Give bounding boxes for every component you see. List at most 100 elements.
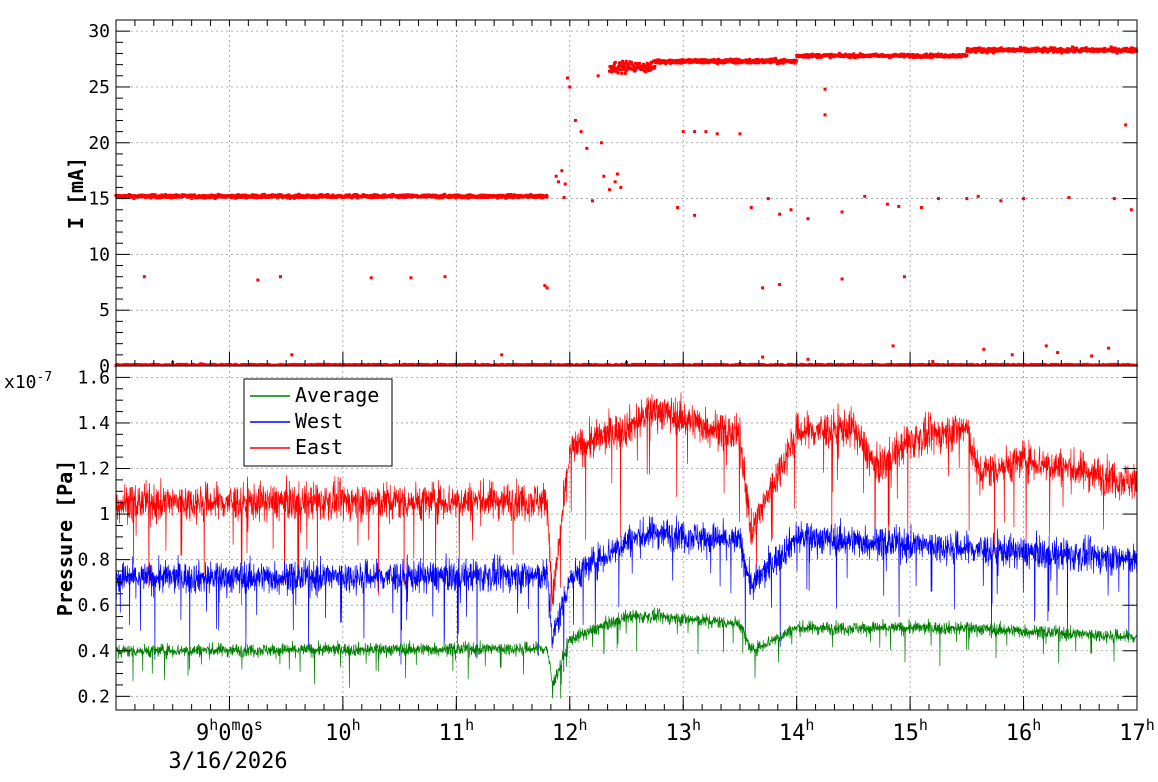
current-point (369, 276, 373, 280)
pressure-y-axis-title: Pressure [Pa] (53, 460, 77, 617)
pressure-y-tick-label: 0.6 (77, 595, 110, 616)
current-point (1044, 344, 1048, 348)
time-tick-main: 17 (1119, 721, 1146, 746)
current-point (1084, 46, 1088, 50)
current-point (199, 362, 203, 366)
time-tick-label: 14h (779, 716, 815, 746)
current-point (477, 195, 481, 199)
current-point (1017, 49, 1021, 53)
current-point (292, 196, 296, 200)
current-point (256, 278, 260, 282)
current-point (1107, 346, 1111, 350)
current-point (960, 55, 964, 59)
current-point (712, 57, 716, 61)
current-point (931, 360, 935, 364)
current-point (1010, 353, 1014, 357)
pressure-y-tick-label: 1.2 (77, 459, 110, 480)
current-point (620, 71, 624, 75)
current-point (623, 71, 627, 75)
multiplier-base: x10 (4, 372, 37, 393)
current-point (816, 55, 820, 59)
series-line-east (115, 392, 1138, 612)
current-point (1130, 46, 1134, 50)
current-point (760, 58, 764, 62)
time-tick-label: 11h (439, 716, 475, 746)
current-point (1056, 351, 1060, 355)
time-axis-date: 3/16/2026 (168, 749, 287, 774)
current-point (976, 194, 980, 198)
current-point (647, 69, 651, 73)
current-point (737, 57, 741, 61)
current-point (543, 284, 547, 288)
current-point (999, 199, 1003, 203)
current-point (891, 344, 895, 348)
current-point (806, 217, 810, 221)
time-tick-label: 17h (1119, 716, 1155, 746)
current-point (288, 196, 292, 200)
current-point (621, 59, 625, 63)
current-point (209, 196, 213, 200)
current-point (615, 172, 619, 176)
current-point (1109, 45, 1113, 49)
current-point (738, 132, 742, 136)
pressure-grid (116, 366, 1137, 710)
current-point (681, 58, 685, 62)
legend-label-average: Average (295, 383, 379, 407)
current-point (793, 61, 797, 65)
time-tick-main: 11 (439, 721, 466, 746)
time-tick-h: h (805, 716, 814, 734)
current-point (840, 277, 844, 281)
current-y-tick-label: 25 (88, 77, 110, 98)
current-point (736, 59, 740, 63)
current-point (694, 58, 698, 62)
current-point (1126, 47, 1130, 51)
current-point (616, 67, 620, 71)
time-tick-h: h (1146, 716, 1155, 734)
current-point (994, 47, 998, 51)
current-point (142, 275, 146, 279)
time-tick-s: s (254, 716, 263, 734)
current-point (782, 57, 786, 61)
current-point (627, 64, 631, 68)
current-point (717, 57, 721, 61)
pressure-multiplier: x10-7 (4, 370, 52, 393)
current-point (965, 197, 969, 201)
current-point (653, 64, 657, 68)
current-point (624, 59, 628, 63)
current-point (623, 62, 627, 66)
current-point (1071, 45, 1075, 49)
current-point (823, 87, 827, 91)
current-point (700, 58, 704, 62)
current-point (568, 85, 572, 89)
current-point (602, 174, 606, 178)
current-point (650, 61, 654, 65)
current-point (262, 192, 266, 196)
current-point (1075, 46, 1079, 50)
current-point (1108, 47, 1112, 51)
current-point (615, 69, 619, 73)
current-point (610, 70, 614, 74)
time-tick-h: h (692, 716, 701, 734)
time-tick-main: 15 (892, 721, 919, 746)
current-point (1056, 50, 1060, 54)
current-point (642, 62, 646, 66)
current-point (837, 51, 841, 55)
current-point (637, 61, 641, 65)
current-point (600, 141, 604, 145)
current-point (1112, 197, 1116, 201)
current-point (1115, 51, 1119, 55)
current-point (441, 196, 445, 200)
current-point (190, 196, 194, 200)
current-point (573, 118, 577, 122)
time-tick-label: 16h (1006, 716, 1042, 746)
current-point (648, 64, 652, 68)
current-point (780, 58, 784, 62)
current-point (774, 56, 778, 60)
time-tick-label: 10h (325, 716, 361, 746)
time-tick-main: 16 (1006, 721, 1033, 746)
current-y-tick-label: 10 (88, 244, 110, 265)
current-point (639, 64, 643, 68)
current-point (409, 276, 413, 280)
current-point (641, 67, 645, 71)
